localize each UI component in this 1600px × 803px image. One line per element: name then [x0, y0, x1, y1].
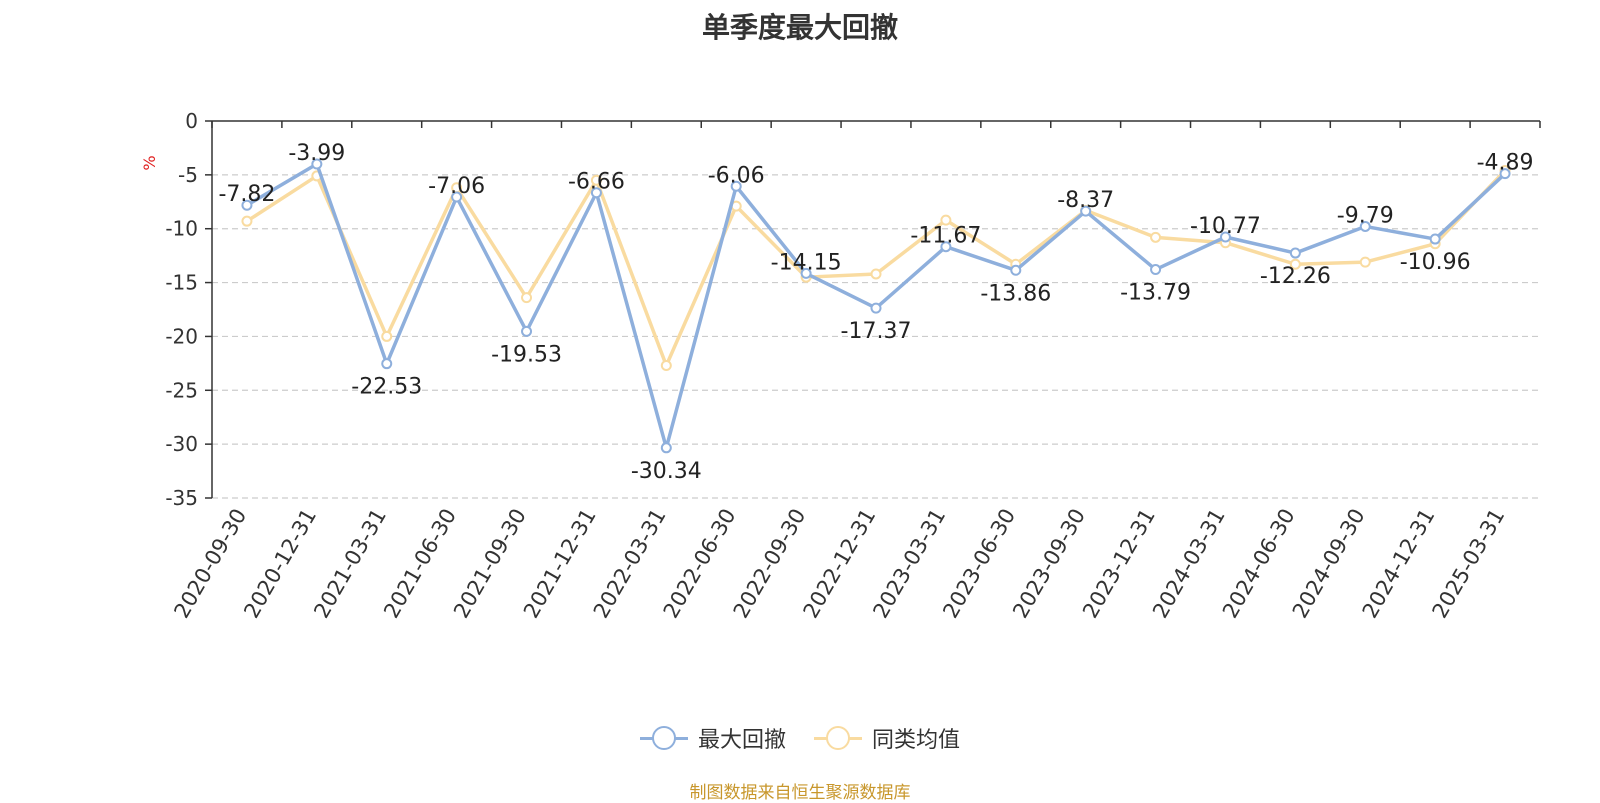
x-tick-label: 2021-12-31 — [519, 505, 601, 623]
series-lines — [241, 158, 1511, 454]
axes: 0 -5 -10 -15 -20 -25 -30 -352020-09-302020-12-3… — [165, 109, 1541, 623]
data-point[interactable] — [311, 158, 323, 170]
data-label: -10.77 — [1190, 214, 1261, 239]
data-point[interactable] — [590, 187, 602, 199]
data-label: -9.79 — [1337, 203, 1394, 228]
data-labels: -7.82 -3.99 -22.53 -7.06 -19.53 -6.66 -30.34 -6… — [218, 141, 1533, 484]
y-tick-label: -15 — [165, 271, 198, 295]
data-label: -4.89 — [1477, 151, 1534, 176]
x-tick-label: 2022-12-31 — [799, 505, 881, 623]
data-point[interactable] — [521, 292, 533, 304]
data-label: -17.37 — [841, 319, 912, 344]
y-tick-label: -25 — [165, 378, 198, 402]
data-point[interactable] — [381, 358, 393, 370]
data-point[interactable] — [1080, 205, 1092, 217]
source-note: 制图数据来自恒生聚源数据库 — [689, 783, 911, 803]
data-point[interactable] — [521, 325, 533, 337]
data-point[interactable] — [241, 215, 253, 227]
data-label: -6.66 — [568, 170, 625, 195]
data-point[interactable] — [241, 199, 253, 211]
y-axis-label: % — [140, 155, 159, 170]
data-point[interactable] — [1289, 258, 1301, 270]
legend-label: 同类均值 — [872, 728, 961, 753]
data-point[interactable] — [1010, 264, 1022, 276]
data-label: -6.06 — [708, 163, 765, 188]
y-tick-label: 0 — [185, 109, 198, 133]
data-point[interactable] — [660, 360, 672, 372]
x-tick-label: 2025-03-31 — [1428, 505, 1510, 623]
x-tick-label: 2021-06-30 — [379, 505, 461, 623]
data-label: -10.96 — [1400, 250, 1471, 275]
x-tick-label: 2021-03-31 — [309, 505, 391, 623]
data-point[interactable] — [1150, 231, 1162, 243]
x-tick-label: 2024-09-30 — [1288, 505, 1370, 623]
chart-title: 单季度最大回撤 — [701, 11, 898, 44]
x-tick-label: 2024-12-31 — [1358, 505, 1440, 623]
legend-label: 最大回撤 — [697, 728, 786, 753]
data-point[interactable] — [1499, 168, 1511, 180]
x-tick-label: 2022-09-30 — [729, 505, 811, 623]
data-point[interactable] — [1150, 264, 1162, 276]
data-point[interactable] — [940, 214, 952, 226]
y-tick-label: -30 — [165, 432, 198, 456]
x-tick-label: 2021-09-30 — [449, 505, 531, 623]
y-tick-label: -35 — [165, 486, 198, 510]
data-label: -7.82 — [218, 182, 275, 207]
x-tick-label: 2022-06-30 — [659, 505, 741, 623]
data-point[interactable] — [590, 174, 602, 186]
x-tick-label: 2023-03-31 — [868, 505, 950, 623]
x-tick-label: 2024-06-30 — [1218, 505, 1300, 623]
data-point[interactable] — [940, 241, 952, 253]
y-tick-label: -5 — [178, 163, 198, 187]
grid-lines — [212, 174, 1540, 499]
data-point[interactable] — [660, 442, 672, 454]
x-tick-label: 2020-12-31 — [239, 505, 321, 623]
data-label: -12.26 — [1260, 264, 1331, 289]
x-tick-label: 2022-03-31 — [589, 505, 671, 623]
x-tick-label: 2024-03-31 — [1148, 505, 1230, 623]
data-label: -7.06 — [428, 174, 485, 199]
legend-line-circle-icon — [814, 726, 862, 750]
y-tick-label: -10 — [165, 217, 198, 241]
data-label: -11.67 — [910, 224, 981, 249]
data-point[interactable] — [381, 330, 393, 342]
data-point[interactable] — [1359, 220, 1371, 232]
data-point[interactable] — [451, 191, 463, 203]
data-point[interactable] — [1219, 231, 1231, 243]
data-point[interactable] — [1429, 233, 1441, 245]
data-label: -30.34 — [631, 459, 702, 484]
data-point[interactable] — [1289, 247, 1301, 259]
x-tick-label: 2020-09-30 — [169, 505, 251, 623]
data-label: -22.53 — [351, 375, 422, 400]
data-point[interactable] — [1359, 256, 1371, 268]
data-label: -14.15 — [771, 250, 842, 275]
y-tick-label: -20 — [165, 324, 198, 348]
data-point[interactable] — [870, 302, 882, 314]
x-tick-label: 2023-09-30 — [1008, 505, 1090, 623]
legend-line-circle-icon — [639, 726, 688, 750]
legend-item-peer-average[interactable]: 同类均值 — [814, 722, 960, 754]
legend-item-max-drawdown[interactable]: 最大回撤 — [639, 722, 786, 754]
data-point[interactable] — [800, 267, 812, 279]
data-label: -8.37 — [1057, 188, 1114, 213]
x-tick-label: 2023-06-30 — [938, 505, 1020, 623]
data-label: -13.79 — [1120, 281, 1191, 306]
data-label: -19.53 — [491, 342, 562, 367]
data-label: -3.99 — [288, 141, 345, 166]
data-point[interactable] — [730, 180, 742, 192]
data-label: -13.86 — [980, 281, 1051, 306]
x-tick-label: 2023-12-31 — [1078, 505, 1160, 623]
legend: 最大回撤 同类均值 — [0, 722, 1600, 754]
data-point[interactable] — [870, 268, 882, 280]
